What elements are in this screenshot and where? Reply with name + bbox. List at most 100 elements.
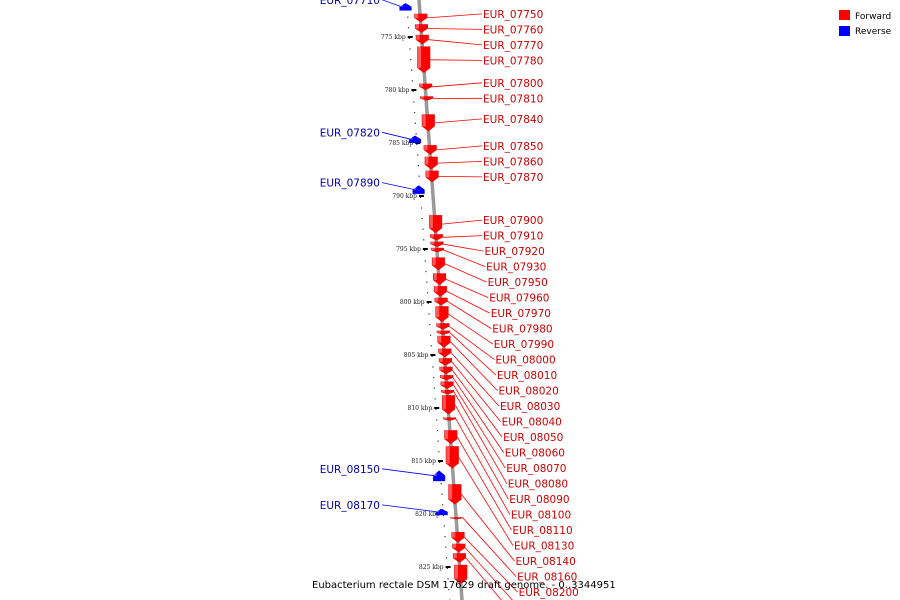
gene-label-eur-07850[interactable]: EUR_07850 xyxy=(483,141,543,153)
gene-arrow[interactable] xyxy=(424,156,438,170)
gene-arrow[interactable] xyxy=(448,484,462,505)
label-leader-line xyxy=(451,352,500,407)
gene-label-eur-08100[interactable]: EUR_08100 xyxy=(511,510,571,522)
gene-arrow[interactable] xyxy=(431,257,446,271)
gene-label-eur-07840[interactable]: EUR_07840 xyxy=(483,114,543,126)
gene-arrow[interactable] xyxy=(432,470,446,482)
gene-label-eur-08130[interactable]: EUR_08130 xyxy=(514,541,574,553)
ruler-dot xyxy=(448,589,450,591)
gene-arrow[interactable] xyxy=(415,34,430,45)
gene-arrow[interactable] xyxy=(428,214,443,234)
gene-label-eur-07810[interactable]: EUR_07810 xyxy=(483,93,543,105)
gene-arrow[interactable] xyxy=(437,335,451,348)
ruler-dot xyxy=(427,302,429,304)
gene-label-eur-07890[interactable]: EUR_07890 xyxy=(320,178,380,190)
gene-label-eur-08090[interactable]: EUR_08090 xyxy=(509,494,569,506)
gene-label-eur-08080[interactable]: EUR_08080 xyxy=(508,479,568,491)
gene-label-eur-08150[interactable]: EUR_08150 xyxy=(320,464,380,476)
gene-arrow[interactable] xyxy=(435,508,448,516)
gene-arrow[interactable] xyxy=(439,374,454,381)
gene-label-eur-07980[interactable]: EUR_07980 xyxy=(492,324,552,336)
ruler-dot xyxy=(420,207,423,209)
gene-arrow[interactable] xyxy=(414,24,429,34)
gene-label-eur-08020[interactable]: EUR_08020 xyxy=(499,386,559,398)
gene-label-eur-07990[interactable]: EUR_07990 xyxy=(494,339,554,351)
ruler-dot xyxy=(443,525,445,527)
gene-label-eur-08110[interactable]: EUR_08110 xyxy=(512,525,572,537)
gene-label-eur-07930[interactable]: EUR_07930 xyxy=(486,262,546,274)
gene-label-eur-08060[interactable]: EUR_08060 xyxy=(505,448,565,460)
gene-arrow[interactable] xyxy=(441,395,456,415)
gene-label-eur-07800[interactable]: EUR_07800 xyxy=(483,78,543,90)
gene-arrow-highlight xyxy=(437,330,441,333)
gene-label-eur-07960[interactable]: EUR_07960 xyxy=(489,293,549,305)
gene-arrow[interactable] xyxy=(434,297,448,306)
gene-label-eur-07820[interactable]: EUR_07820 xyxy=(320,127,380,139)
gene-label-eur-07760[interactable]: EUR_07760 xyxy=(483,24,543,36)
gene-arrow[interactable] xyxy=(433,285,448,298)
gene-label-eur-08000[interactable]: EUR_08000 xyxy=(495,355,555,367)
gene-arrow[interactable] xyxy=(453,564,468,585)
gene-label-eur-08200[interactable]: EUR_08200 xyxy=(519,587,579,599)
axis-tick-label: 790 kbp xyxy=(392,193,417,200)
gene-arrow[interactable] xyxy=(440,389,455,395)
ruler-dot xyxy=(436,430,438,432)
gene-arrow[interactable] xyxy=(451,531,465,543)
gene-arrow[interactable] xyxy=(452,552,467,564)
gene-arrow[interactable] xyxy=(436,330,451,336)
gene-arrow[interactable] xyxy=(430,247,445,253)
gene-label-eur-07950[interactable]: EUR_07950 xyxy=(488,277,548,289)
gene-label-eur-08070[interactable]: EUR_08070 xyxy=(506,463,566,475)
gene-label-eur-07710[interactable]: EUR_07710 xyxy=(320,0,380,7)
gene-arrow[interactable] xyxy=(429,233,444,241)
gene-arrow[interactable] xyxy=(417,46,431,74)
gene-arrow[interactable] xyxy=(425,170,439,183)
gene-label-eur-08010[interactable]: EUR_08010 xyxy=(497,370,557,382)
gene-arrow[interactable] xyxy=(399,2,412,11)
gene-label-eur-07750[interactable]: EUR_07750 xyxy=(483,9,543,21)
gene-arrow[interactable] xyxy=(440,381,454,390)
gene-arrow[interactable] xyxy=(435,305,449,323)
gene-features xyxy=(399,0,468,585)
axis-tick-label: 785 kbp xyxy=(389,140,414,147)
axis-tick-label: 795 kbp xyxy=(396,246,421,253)
gene-label-eur-08140[interactable]: EUR_08140 xyxy=(516,556,576,568)
gene-arrow[interactable] xyxy=(438,348,452,358)
gene-arrow-highlight xyxy=(426,170,430,178)
gene-arrow[interactable] xyxy=(452,543,466,553)
gene-label-eur-08050[interactable]: EUR_08050 xyxy=(503,432,563,444)
gene-arrow[interactable] xyxy=(408,135,422,144)
gene-arrow[interactable] xyxy=(442,417,457,421)
axis-tick-label: 780 kbp xyxy=(385,87,410,94)
gene-arrow[interactable] xyxy=(418,83,433,91)
gene-label-eur-08160[interactable]: EUR_08160 xyxy=(517,572,577,584)
ruler-dot xyxy=(412,90,414,92)
ruler-dot xyxy=(430,334,432,336)
ruler-dot xyxy=(418,175,420,177)
gene-arrow[interactable] xyxy=(449,516,464,520)
gene-arrow-highlight xyxy=(442,395,446,410)
gene-arrow[interactable] xyxy=(439,366,453,375)
gene-arrow[interactable] xyxy=(432,273,447,286)
gene-arrow[interactable] xyxy=(430,241,444,248)
gene-arrow[interactable] xyxy=(444,430,458,445)
gene-label-eur-08030[interactable]: EUR_08030 xyxy=(500,401,560,413)
gene-label-eur-07970[interactable]: EUR_07970 xyxy=(491,308,551,320)
gene-arrow[interactable] xyxy=(436,322,450,330)
gene-label-eur-07920[interactable]: EUR_07920 xyxy=(485,246,545,258)
gene-arrow[interactable] xyxy=(438,357,453,366)
gene-label-eur-07770[interactable]: EUR_07770 xyxy=(483,40,543,52)
gene-label-eur-07860[interactable]: EUR_07860 xyxy=(483,156,543,168)
gene-label-eur-08170[interactable]: EUR_08170 xyxy=(320,500,380,512)
gene-arrow[interactable] xyxy=(423,144,437,156)
gene-arrow[interactable] xyxy=(419,96,434,101)
gene-arrow[interactable] xyxy=(421,114,436,132)
gene-label-eur-07910[interactable]: EUR_07910 xyxy=(483,231,543,243)
gene-label-eur-08040[interactable]: EUR_08040 xyxy=(502,417,562,429)
gene-arrow[interactable] xyxy=(445,445,460,469)
gene-arrow[interactable] xyxy=(412,185,425,195)
gene-label-eur-07870[interactable]: EUR_07870 xyxy=(483,172,543,184)
gene-label-eur-07900[interactable]: EUR_07900 xyxy=(483,215,543,227)
gene-label-eur-07780[interactable]: EUR_07780 xyxy=(483,55,543,67)
gene-arrow[interactable] xyxy=(414,13,428,23)
